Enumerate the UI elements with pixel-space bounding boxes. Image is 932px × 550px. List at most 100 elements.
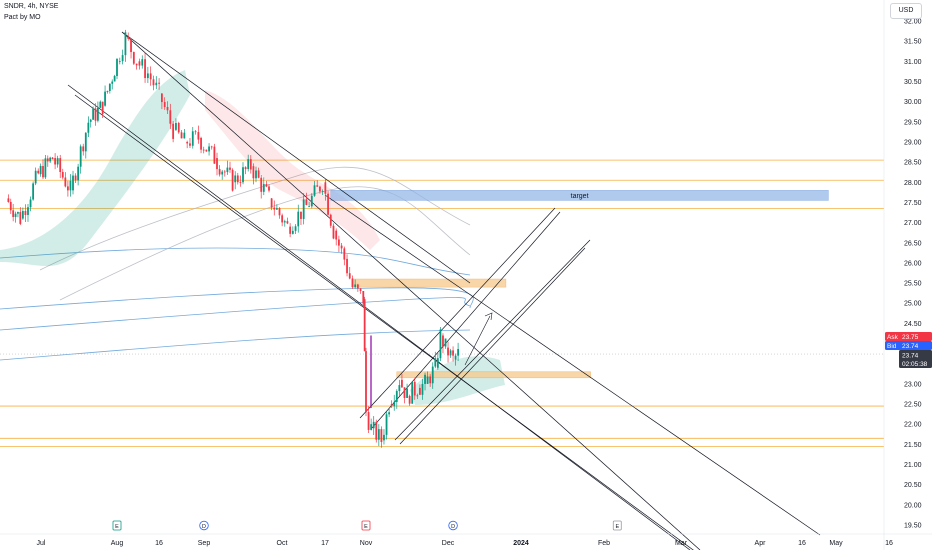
- event-marker[interactable]: E: [112, 520, 122, 531]
- candle-body: [19, 212, 22, 224]
- y-tick-label: 30.50: [904, 79, 922, 86]
- candle-body: [42, 166, 44, 178]
- earnings-icon: [361, 520, 371, 531]
- candle-up: [208, 143, 210, 156]
- candle-down: [429, 374, 432, 387]
- candle-body: [166, 106, 169, 111]
- candle-body: [401, 379, 403, 388]
- y-tick-label: 23.00: [904, 381, 922, 388]
- candle-up: [141, 55, 144, 69]
- candle-down: [202, 146, 205, 154]
- channel-line: [67, 84, 691, 550]
- event-marker[interactable]: D: [199, 520, 209, 531]
- bid-tag-bg: [885, 341, 932, 350]
- candle-down: [132, 51, 135, 66]
- candle-body: [442, 335, 444, 347]
- candle-body: [116, 58, 118, 77]
- candle-down: [305, 192, 308, 206]
- candle-up: [247, 154, 250, 172]
- ichimoku-cloud: [0, 70, 505, 405]
- candle-body: [413, 381, 416, 396]
- candle-down: [343, 246, 346, 266]
- candle-up: [310, 193, 313, 209]
- candle-down: [324, 178, 327, 201]
- candle-body: [265, 184, 268, 187]
- candle-down: [24, 204, 27, 223]
- candle-body: [49, 157, 52, 162]
- candle-body: [21, 211, 24, 219]
- x-tick-label: 2024: [513, 540, 529, 547]
- candle-down: [127, 32, 130, 41]
- countdown-value: 02:05:38: [902, 361, 928, 368]
- candle-up: [434, 351, 437, 369]
- currency-button[interactable]: USD: [890, 3, 922, 19]
- candle-down: [300, 211, 302, 226]
- x-tick-label: Feb: [598, 540, 610, 547]
- candle-down: [169, 103, 172, 129]
- candle-body: [275, 208, 278, 210]
- candle-down: [365, 347, 367, 417]
- candle-up: [118, 57, 121, 65]
- candle-up: [262, 177, 265, 196]
- candle-down: [74, 173, 77, 183]
- x-tick-label: Dec: [442, 540, 455, 547]
- candle-body: [429, 376, 432, 384]
- candle-down: [46, 155, 49, 167]
- candle-up: [313, 181, 316, 197]
- candle-body: [231, 169, 234, 191]
- candle-body: [135, 63, 138, 66]
- candle-body: [74, 175, 77, 181]
- candle-down: [316, 180, 319, 187]
- candle-body: [431, 366, 434, 384]
- candle-up: [49, 156, 52, 164]
- candle-up: [449, 348, 452, 358]
- candle-up: [89, 118, 92, 128]
- candle-down: [194, 130, 197, 135]
- event-marker[interactable]: E: [361, 520, 371, 531]
- candle-up: [175, 118, 177, 131]
- trend-channels: [67, 31, 821, 550]
- candle-down: [329, 213, 332, 229]
- candle-up: [294, 224, 297, 235]
- candle-up: [439, 327, 442, 361]
- candlesticks: [7, 29, 459, 448]
- candle-body: [305, 199, 308, 206]
- candle-body: [447, 347, 449, 356]
- candle-body: [348, 273, 351, 279]
- candle-up: [29, 196, 32, 212]
- x-tick-label: Jul: [37, 540, 46, 547]
- y-tick-label: 20.50: [904, 482, 922, 489]
- target-zone: [330, 190, 829, 201]
- candle-body: [234, 175, 237, 183]
- candle-body: [363, 299, 366, 352]
- candle-down: [163, 97, 166, 110]
- event-marker[interactable]: E: [612, 520, 622, 531]
- candle-body: [183, 132, 186, 139]
- event-icon-label: D: [202, 524, 206, 530]
- candle-down: [210, 145, 213, 150]
- candle-down: [138, 58, 141, 70]
- symbol-title[interactable]: SNDR, 4h, NYSE: [4, 3, 59, 10]
- y-tick-label: 25.00: [904, 301, 922, 308]
- x-tick-label: Mar: [675, 540, 688, 547]
- moving-average-line: [0, 329, 471, 361]
- candle-body: [260, 177, 263, 192]
- candle-down: [380, 426, 383, 448]
- cloud-bullish: [0, 70, 190, 267]
- cloud-bearish: [205, 90, 380, 250]
- candle-up: [431, 362, 434, 389]
- candle-body: [239, 182, 242, 183]
- candle-down: [152, 75, 155, 91]
- candle-up: [321, 189, 324, 196]
- event-marker[interactable]: D: [448, 520, 458, 531]
- candle-down: [362, 291, 365, 307]
- candle-body: [141, 59, 144, 66]
- channel-line: [121, 31, 471, 284]
- x-tick-label: Sep: [198, 540, 211, 547]
- candle-body: [294, 226, 297, 231]
- candle-body: [144, 59, 146, 79]
- x-tick-label: 16: [885, 540, 893, 547]
- y-tick-label: 31.00: [904, 59, 922, 66]
- candle-up: [426, 371, 429, 384]
